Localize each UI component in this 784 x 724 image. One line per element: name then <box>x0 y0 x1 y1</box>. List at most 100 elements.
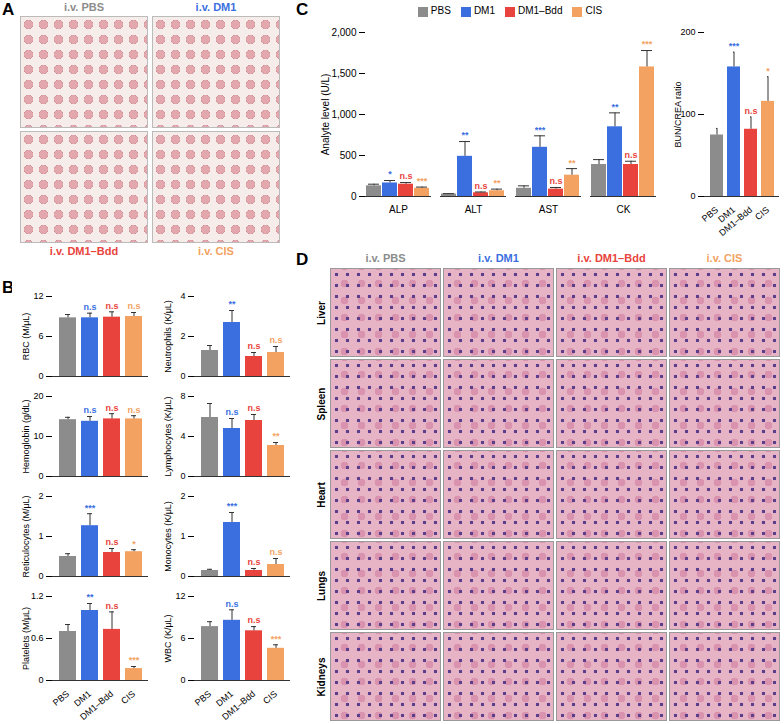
html-text:i.v. PBS: i.v. PBS <box>63 1 105 13</box>
svg-text:1,500: 1,500 <box>331 68 356 79</box>
svg-text:CIS: CIS <box>119 689 137 706</box>
svg-text:n.s: n.s <box>549 176 562 186</box>
svg-text:***: *** <box>271 634 282 644</box>
svg-text:0: 0 <box>38 675 43 685</box>
svg-text:AST: AST <box>539 204 558 215</box>
svg-text:DM1–Bdd: DM1–Bdd <box>717 205 754 238</box>
html-text:i.v. DM1–Bdd: i.v. DM1–Bdd <box>49 245 119 257</box>
svg-text:***: *** <box>417 176 428 186</box>
html-text:A: A <box>2 0 15 19</box>
svg-text:**: ** <box>461 130 469 140</box>
svg-text:Neutrophils (K/μL): Neutrophils (K/μL) <box>163 300 173 373</box>
svg-text:DM1–Bdd: DM1–Bdd <box>78 689 115 722</box>
svg-text:***: *** <box>227 501 238 511</box>
svg-text:***: *** <box>729 41 740 51</box>
svg-text:n.s: n.s <box>474 181 487 191</box>
svg-text:PBS: PBS <box>700 205 720 224</box>
svg-text:n.s: n.s <box>269 335 282 345</box>
svg-text:n.s: n.s <box>127 405 140 415</box>
svg-text:n.s: n.s <box>624 150 637 160</box>
svg-text:n.s: n.s <box>247 615 260 625</box>
svg-text:500: 500 <box>340 150 357 161</box>
svg-text:ALP: ALP <box>389 204 408 215</box>
svg-text:12: 12 <box>33 291 43 301</box>
svg-text:PBS: PBS <box>193 689 213 708</box>
svg-text:**: ** <box>611 102 619 112</box>
svg-text:4: 4 <box>180 431 185 441</box>
svg-text:Hemoglobin (g/dL): Hemoglobin (g/dL) <box>21 399 31 473</box>
svg-text:n.s: n.s <box>744 106 757 116</box>
svg-text:20: 20 <box>33 391 43 401</box>
svg-text:CIS: CIS <box>261 689 279 706</box>
svg-text:0: 0 <box>180 371 185 381</box>
svg-text:12: 12 <box>175 591 185 601</box>
svg-text:n.s: n.s <box>83 302 96 312</box>
svg-text:**: ** <box>568 158 576 168</box>
svg-text:WBC (K/μL): WBC (K/μL) <box>163 614 173 662</box>
svg-text:Monocytes (K/μL): Monocytes (K/μL) <box>163 501 173 572</box>
svg-text:2,000: 2,000 <box>331 27 356 38</box>
svg-text:Lymphocytes (K/μL): Lymphocytes (K/μL) <box>163 397 173 477</box>
svg-text:CK: CK <box>617 204 631 215</box>
svg-text:n.s: n.s <box>83 405 96 415</box>
svg-text:***: *** <box>129 655 140 665</box>
svg-text:*: * <box>132 539 136 549</box>
svg-text:1.2: 1.2 <box>31 591 44 601</box>
svg-text:6: 6 <box>38 331 43 341</box>
svg-text:n.s: n.s <box>225 599 238 609</box>
svg-text:***: *** <box>642 39 653 49</box>
svg-text:DM1–Bdd: DM1–Bdd <box>220 689 257 722</box>
svg-text:***: *** <box>85 503 96 513</box>
svg-text:2: 2 <box>180 331 185 341</box>
svg-text:n.s: n.s <box>225 407 238 417</box>
svg-text:4: 4 <box>180 291 185 301</box>
svg-text:1,000: 1,000 <box>331 109 356 120</box>
svg-text:0: 0 <box>690 191 695 201</box>
svg-text:Platelets (M/μL): Platelets (M/μL) <box>21 607 31 670</box>
svg-text:1: 1 <box>180 531 185 541</box>
html-text:C: C <box>296 0 309 19</box>
svg-text:n.s: n.s <box>105 537 118 547</box>
svg-text:ALT: ALT <box>465 204 483 215</box>
svg-text:6: 6 <box>180 633 185 643</box>
svg-text:**: ** <box>86 592 94 602</box>
svg-text:2: 2 <box>180 491 185 501</box>
svg-text:*: * <box>766 66 770 76</box>
svg-text:**: ** <box>272 431 280 441</box>
svg-text:n.s: n.s <box>247 403 260 413</box>
svg-text:0: 0 <box>180 675 185 685</box>
svg-text:2: 2 <box>38 491 43 501</box>
svg-text:8: 8 <box>180 391 185 401</box>
svg-text:**: ** <box>493 178 501 188</box>
svg-text:n.s: n.s <box>105 301 118 311</box>
svg-text:Reticulocytes (M/μL): Reticulocytes (M/μL) <box>21 495 31 577</box>
svg-text:0.6: 0.6 <box>31 633 44 643</box>
svg-text:0: 0 <box>180 471 185 481</box>
svg-text:PBS: PBS <box>51 689 71 708</box>
svg-text:BUN/CREA ratio: BUN/CREA ratio <box>673 81 683 147</box>
svg-text:n.s: n.s <box>105 403 118 413</box>
svg-text:0: 0 <box>351 191 357 202</box>
svg-text:RBC (M/μL): RBC (M/μL) <box>21 313 31 361</box>
svg-text:**: ** <box>228 299 236 309</box>
svg-text:0: 0 <box>38 471 43 481</box>
svg-text:n.s: n.s <box>247 341 260 351</box>
svg-text:n.s: n.s <box>105 601 118 611</box>
svg-text:10: 10 <box>33 431 43 441</box>
svg-text:200: 200 <box>680 27 695 37</box>
svg-text:Analyte level (U/L): Analyte level (U/L) <box>320 74 331 156</box>
svg-text:*: * <box>388 169 392 179</box>
html-text:D: D <box>296 250 309 269</box>
svg-text:n.s: n.s <box>399 171 412 181</box>
svg-text:1: 1 <box>38 531 43 541</box>
svg-text:CIS: CIS <box>753 205 771 222</box>
svg-text:0: 0 <box>180 571 185 581</box>
svg-text:0: 0 <box>38 371 43 381</box>
svg-text:n.s: n.s <box>247 557 260 567</box>
svg-text:***: *** <box>535 125 546 135</box>
html-text:i.v. DM1: i.v. DM1 <box>195 1 237 13</box>
svg-text:n.s: n.s <box>127 301 140 311</box>
svg-text:0: 0 <box>38 571 43 581</box>
svg-text:n.s: n.s <box>269 547 282 557</box>
html-text:B: B <box>2 278 15 297</box>
